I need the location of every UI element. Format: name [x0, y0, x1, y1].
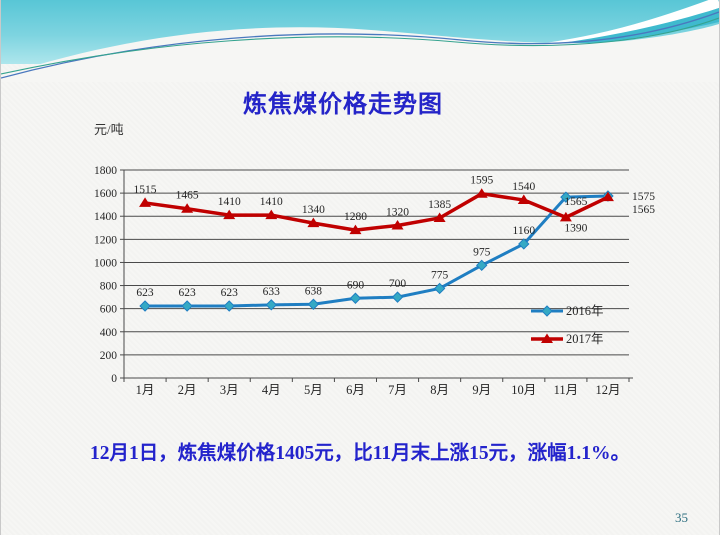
data-point-triangle-marker: [517, 194, 530, 205]
series-line-2017年: [143, 191, 610, 232]
legend-label-2017年: 2017年: [566, 332, 604, 346]
y-axis-tick-label: 1000: [94, 257, 117, 269]
y-axis-unit-label: 元/吨: [94, 122, 124, 137]
data-label-2016年: 1575: [632, 191, 655, 203]
data-point-triangle-marker: [541, 333, 553, 343]
data-point-diamond-marker: [307, 298, 320, 310]
data-point-triangle-marker: [601, 191, 614, 202]
x-axis-month-label: 10月: [511, 383, 536, 397]
data-point-triangle-marker: [181, 203, 194, 213]
data-label-2016年: 975: [473, 246, 491, 258]
x-axis-month-label: 1月: [136, 383, 155, 397]
data-label-2016年: 1565: [564, 196, 587, 208]
data-label-2017年: 1280: [344, 211, 367, 223]
data-point-triangle-marker: [223, 209, 236, 220]
summary-caption: 12月1日，炼焦煤价格1405元，比11月末上涨15元，涨幅1.1%。: [89, 443, 631, 464]
data-label-2016年: 623: [221, 287, 239, 299]
header-wave-decoration: [1, 0, 719, 82]
y-axis-tick-label: 1200: [94, 234, 117, 246]
data-point-triangle-marker: [307, 217, 320, 228]
x-axis-month-label: 7月: [388, 383, 407, 397]
data-point-triangle-marker: [559, 211, 572, 222]
data-label-2017年: 1320: [386, 206, 409, 218]
data-point-triangle-marker: [139, 197, 152, 207]
series-line-2016年: [143, 194, 610, 308]
y-axis-tick-label: 800: [100, 281, 118, 293]
data-label-2016年: 633: [263, 286, 281, 298]
data-point-diamond-marker: [476, 259, 488, 272]
data-label-2016年: 690: [347, 279, 365, 291]
data-label-2017年: 1390: [564, 222, 587, 234]
y-axis-tick-label: 1800: [94, 165, 117, 177]
data-point-diamond-marker: [223, 300, 235, 312]
price-line-chart: 0 200 400 600 800 1000 1200 1400 1600 1800 1月 2月 3月 4…: [94, 165, 655, 397]
data-label-2016年: 623: [136, 287, 154, 299]
wave-shapes: [1, 0, 719, 82]
data-point-triangle-marker: [475, 188, 488, 198]
data-label-2017年: 1410: [260, 196, 283, 208]
data-point-diamond-marker: [560, 191, 572, 203]
x-axis-month-label: 4月: [262, 383, 281, 397]
x-axis-month-label: 5月: [304, 383, 323, 397]
data-label-2017年: 1540: [512, 181, 535, 193]
data-point-diamond-marker: [181, 300, 193, 312]
data-label-2016年: 638: [305, 285, 323, 297]
x-axis-month-label: 8月: [430, 383, 449, 397]
data-label-2016年: 623: [179, 287, 197, 299]
data-point-triangle-marker: [349, 224, 362, 235]
data-point-triangle-marker: [433, 212, 446, 222]
data-label-2016年: 700: [389, 278, 407, 290]
x-axis-month-label: 11月: [554, 383, 579, 397]
data-label-2017年: 1410: [218, 196, 241, 208]
y-axis-tick-label: 400: [100, 327, 118, 339]
data-point-diamond-marker: [391, 291, 404, 303]
y-axis-tick-label: 600: [100, 304, 118, 316]
data-label-2016年: 1160: [513, 225, 536, 237]
y-axis-tick-label: 0: [111, 373, 117, 385]
y-axis-tick-label: 1400: [94, 211, 117, 223]
data-label-2017年: 1565: [632, 204, 655, 216]
chart-title: 炼焦煤价格走势图: [243, 92, 443, 118]
x-axis-month-label: 6月: [346, 383, 365, 397]
legend-label-2016年: 2016年: [566, 304, 604, 318]
page-number: 35: [675, 510, 688, 525]
data-label-2017年: 1595: [470, 175, 493, 187]
data-point-diamond-marker: [139, 300, 151, 312]
data-point-triangle-marker: [391, 219, 404, 230]
y-axis-tick-label: 200: [100, 350, 118, 362]
data-label-2017年: 1465: [176, 190, 199, 202]
x-axis-month-label: 3月: [220, 383, 239, 397]
data-label-2017年: 1340: [302, 204, 325, 216]
data-point-diamond-marker: [349, 292, 362, 304]
data-label-2016年: 775: [431, 269, 449, 281]
data-label-2017年: 1515: [134, 184, 157, 196]
x-axis-month-label: 12月: [595, 383, 620, 397]
data-point-diamond-marker: [433, 282, 446, 295]
data-point-diamond-marker: [265, 299, 277, 311]
y-axis-tick-label: 1600: [94, 188, 117, 200]
data-point-triangle-marker: [265, 209, 278, 220]
data-label-2017年: 1385: [428, 199, 451, 211]
x-axis-month-label: 9月: [472, 383, 491, 397]
data-point-diamond-marker: [541, 305, 553, 317]
data-point-diamond-marker: [518, 238, 530, 250]
x-axis-month-label: 2月: [178, 383, 197, 397]
